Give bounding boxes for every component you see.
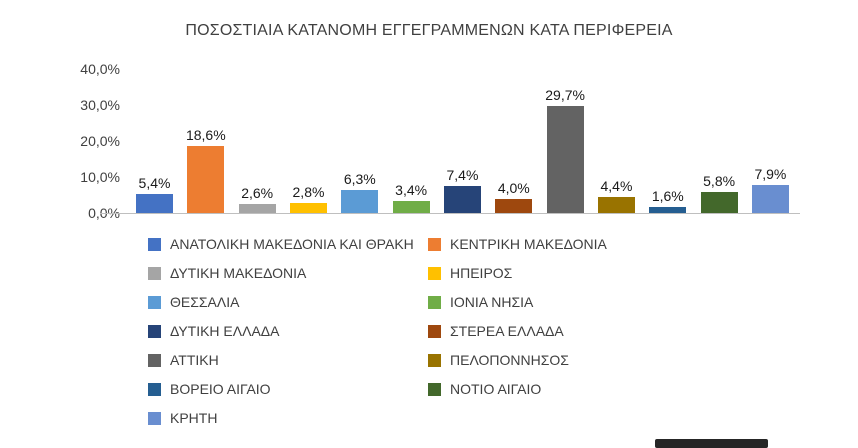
bar-value-label: 2,6% [241,185,274,201]
bar-slot: 6,3% [335,53,384,213]
legend-item[interactable]: ΣΤΕΡΕΑ ΕΛΛΑΔΑ [428,320,728,342]
bar-slot: 4,0% [489,53,538,213]
bar-value-label: 4,4% [600,178,633,194]
y-tick-label: 30,0% [80,97,120,113]
bar-slot: 5,4% [130,53,179,213]
bar-slot: 1,6% [643,53,692,213]
bar-value-label: 1,6% [651,188,684,204]
legend: ΑΝΑΤΟΛΙΚΗ ΜΑΚΕΔΟΝΙΑ ΚΑΙ ΘΡΑΚΗ ΚΕΝΤΡΙΚΗ ΜΑ… [148,233,728,429]
legend-swatch [148,295,161,309]
bar[interactable] [187,146,225,213]
y-tick-label: 10,0% [80,169,120,185]
legend-item[interactable]: ΑΝΑΤΟΛΙΚΗ ΜΑΚΕΔΟΝΙΑ ΚΑΙ ΘΡΑΚΗ [148,233,428,255]
legend-label: ΑΝΑΤΟΛΙΚΗ ΜΑΚΕΔΟΝΙΑ ΚΑΙ ΘΡΑΚΗ [170,236,414,252]
legend-label: ΚΕΝΤΡΙΚΗ ΜΑΚΕΔΟΝΙΑ [450,236,607,252]
bar-value-label: 4,0% [497,180,530,196]
bar-value-label: 29,7% [545,87,585,103]
plot-area: 5,4% 18,6% 2,6% 2,8% 6,3% 3,4% 7,4% 4,0% 29,7% 4,… [130,53,795,213]
y-axis: 0,0% 10,0% 20,0% 30,0% 40,0% [28,53,120,221]
legend-swatch [148,382,161,396]
bar-value-label: 5,8% [703,173,736,189]
legend-label: ΔΥΤΙΚΗ ΕΛΛΑΔΑ [170,323,280,339]
legend-label: ΔΥΤΙΚΗ ΜΑΚΕΔΟΝΙΑ [170,265,307,281]
bar[interactable] [238,204,276,213]
legend-item[interactable]: ΙΟΝΙΑ ΝΗΣΙΑ [428,291,728,313]
legend-item[interactable]: ΚΡΗΤΗ [148,407,428,429]
legend-label: ΗΠΕΙΡΟΣ [450,265,513,281]
legend-swatch [428,324,441,338]
y-tick-label: 20,0% [80,133,120,149]
y-tick-label: 40,0% [80,61,120,77]
legend-item[interactable]: ΠΕΛΟΠΟΝΝΗΣΟΣ [428,349,728,371]
legend-swatch [428,353,441,367]
bar-value-label: 6,3% [343,171,376,187]
legend-item[interactable]: ΔΥΤΙΚΗ ΜΑΚΕΔΟΝΙΑ [148,262,428,284]
bar-value-label: 3,4% [395,182,428,198]
bar-slot: 18,6% [181,53,230,213]
legend-swatch [148,237,161,251]
legend-label: ΝΟΤΙΟ ΑΙΓΑΙΟ [450,381,542,397]
legend-label: ΚΡΗΤΗ [170,410,218,426]
bar-slot: 5,8% [695,53,744,213]
legend-swatch [428,295,441,309]
bar[interactable] [649,207,687,213]
x-axis-line [100,213,800,214]
legend-item[interactable]: ΘΕΣΣΑΛΙΑ [148,291,428,313]
legend-item[interactable]: ΒΟΡΕΙΟ ΑΙΓΑΙΟ [148,378,428,400]
bar[interactable] [597,197,635,213]
bar[interactable] [392,201,430,213]
bar-slot: 2,6% [233,53,282,213]
legend-swatch [148,324,161,338]
bar[interactable] [341,190,379,213]
bar[interactable] [443,186,481,213]
bar[interactable] [495,199,533,213]
bar-slot: 7,4% [438,53,487,213]
bar-slot: 29,7% [541,53,590,213]
legend-label: ΑΤΤΙΚΗ [170,352,219,368]
bar-slot: 4,4% [592,53,641,213]
legend-label: ΙΟΝΙΑ ΝΗΣΙΑ [450,294,534,310]
legend-item[interactable]: ΗΠΕΙΡΟΣ [428,262,728,284]
bar-value-label: 7,4% [446,167,479,183]
bar-value-label: 2,8% [292,184,325,200]
bar[interactable] [700,192,738,213]
bar[interactable] [289,203,327,213]
bar-slot: 2,8% [284,53,333,213]
legend-label: ΘΕΣΣΑΛΙΑ [170,294,240,310]
legend-swatch [148,353,161,367]
legend-swatch [428,237,441,251]
legend-item[interactable]: ΝΟΤΙΟ ΑΙΓΑΙΟ [428,378,728,400]
chart-title: ΠΟΣΟΣΤΙΑΙΑ ΚΑΤΑΝΟΜΗ ΕΓΓΕΓΡΑΜΜΕΝΩΝ ΚΑΤΑ Π… [185,22,673,39]
legend-label: ΒΟΡΕΙΟ ΑΙΓΑΙΟ [170,381,271,397]
legend-item[interactable]: ΑΤΤΙΚΗ [148,349,428,371]
bar[interactable] [751,185,789,213]
bar-slot: 7,9% [746,53,795,213]
legend-swatch [428,266,441,280]
legend-swatch [148,411,161,425]
legend-label: ΣΤΕΡΕΑ ΕΛΛΑΔΑ [450,323,564,339]
horizontal-scrollbar-thumb[interactable] [655,439,768,448]
legend-swatch [428,382,441,396]
legend-swatch [148,266,161,280]
bar[interactable] [136,194,173,213]
legend-label: ΠΕΛΟΠΟΝΝΗΣΟΣ [450,352,569,368]
bar-value-label: 5,4% [138,175,171,191]
bar-value-label: 18,6% [185,127,226,143]
bar-value-label: 7,9% [754,166,787,182]
bar[interactable] [546,106,584,213]
legend-item[interactable]: ΔΥΤΙΚΗ ΕΛΛΑΔΑ [148,320,428,342]
legend-item[interactable]: ΚΕΝΤΡΙΚΗ ΜΑΚΕΔΟΝΙΑ [428,233,728,255]
bar-slot: 3,4% [387,53,436,213]
